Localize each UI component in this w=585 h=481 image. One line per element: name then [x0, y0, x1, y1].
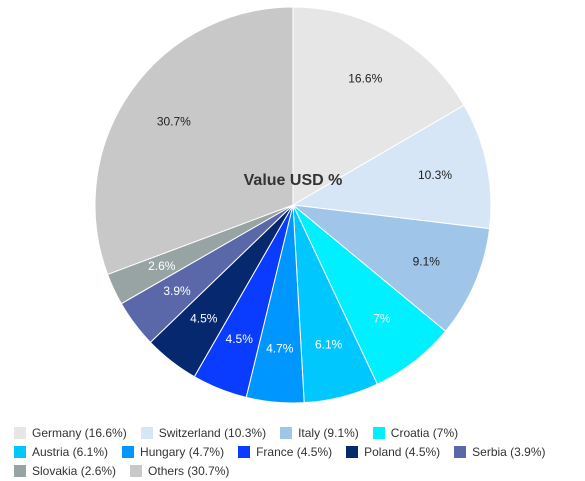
legend-label-serbia: Serbia (3.9%): [472, 445, 546, 459]
data-label-germany: 16.6%: [348, 71, 382, 85]
legend-row-1: Germany (16.6%) Switzerland (10.3%) Ital…: [14, 424, 579, 442]
legend-item-italy: Italy (9.1%): [280, 426, 359, 440]
data-label-poland: 4.5%: [190, 311, 218, 325]
legend-row-2: Austria (6.1%) Hungary (4.7%) France (4.…: [14, 443, 579, 461]
legend-swatch-germany: [14, 427, 26, 439]
legend-label-slovakia: Slovakia (2.6%): [32, 464, 117, 478]
data-label-slovakia: 2.6%: [148, 259, 176, 273]
legend-label-croatia: Croatia (7%): [390, 426, 459, 440]
pie-slice-germany: [292, 6, 465, 206]
legend-label-france: France (4.5%): [256, 445, 333, 459]
data-label-others: 30.7%: [157, 115, 191, 129]
legend-item-poland: Poland (4.5%): [346, 445, 440, 459]
legend-item-hungary: Hungary (4.7%): [122, 445, 224, 459]
chart-legend: Germany (16.6%) Switzerland (10.3%) Ital…: [14, 424, 579, 481]
pie-slice-others: [94, 6, 294, 276]
legend-swatch-poland: [346, 446, 359, 458]
pie-slice-switzerland: [291, 104, 492, 230]
data-label-france: 4.5%: [226, 332, 254, 346]
legend-label-others: Others (30.7%): [148, 464, 230, 478]
legend-swatch-italy: [280, 427, 293, 439]
chart-title: Value USD %: [244, 172, 343, 189]
legend-item-slovakia: Slovakia (2.6%): [14, 464, 116, 478]
legend-item-serbia: Serbia (3.9%): [454, 445, 546, 459]
legend-label-poland: Poland (4.5%): [364, 445, 441, 459]
legend-swatch-slovakia: [14, 465, 26, 477]
legend-item-germany: Germany (16.6%): [14, 426, 127, 440]
legend-swatch-switzerland: [140, 427, 153, 439]
legend-item-croatia: Croatia (7%): [372, 426, 459, 440]
data-label-hungary: 4.7%: [266, 342, 294, 356]
legend-label-austria: Austria (6.1%): [32, 445, 109, 459]
legend-item-austria: Austria (6.1%): [14, 445, 108, 459]
legend-swatch-croatia: [372, 427, 385, 439]
data-label-croatia: 7%: [373, 312, 391, 326]
legend-swatch-hungary: [122, 446, 135, 458]
legend-label-hungary: Hungary (4.7%): [140, 445, 225, 459]
legend-swatch-serbia: [454, 446, 467, 458]
legend-item-switzerland: Switzerland (10.3%): [140, 426, 267, 440]
legend-item-france: France (4.5%): [238, 445, 332, 459]
legend-label-germany: Germany (16.6%): [32, 426, 127, 440]
data-label-switzerland: 10.3%: [418, 168, 452, 182]
pie-slice-italy: [291, 204, 491, 332]
legend-swatch-others: [130, 465, 143, 477]
pie-chart-svg: 16.6% 10.3% 9.1% 7% 6.1% 4.7% 4.5% 4.5% 3.9% 2.6%…: [94, 6, 492, 404]
data-label-serbia: 3.9%: [163, 284, 191, 298]
data-label-italy: 9.1%: [413, 254, 441, 268]
legend-label-switzerland: Switzerland (10.3%): [158, 426, 267, 440]
legend-swatch-france: [238, 446, 251, 458]
legend-swatch-austria: [14, 446, 26, 458]
legend-row-3: Slovakia (2.6%) Others (30.7%): [14, 462, 579, 480]
legend-label-italy: Italy (9.1%): [298, 426, 359, 440]
legend-item-others: Others (30.7%): [130, 464, 229, 478]
data-label-austria: 6.1%: [315, 338, 343, 352]
